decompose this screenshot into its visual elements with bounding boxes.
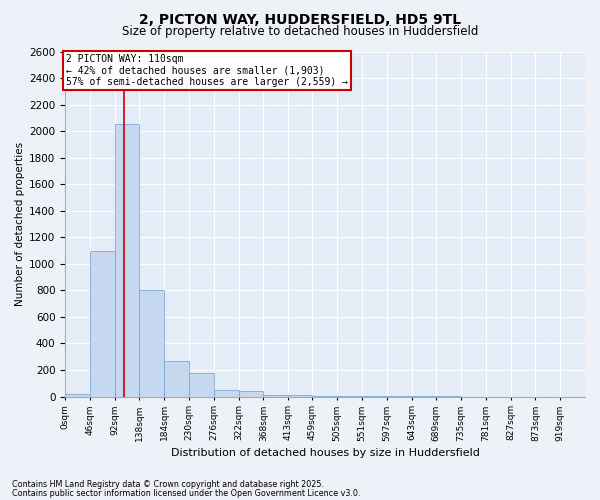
Text: 2 PICTON WAY: 110sqm
← 42% of detached houses are smaller (1,903)
57% of semi-de: 2 PICTON WAY: 110sqm ← 42% of detached h… — [66, 54, 348, 88]
Bar — [65, 394, 90, 396]
Text: 2, PICTON WAY, HUDDERSFIELD, HD5 9TL: 2, PICTON WAY, HUDDERSFIELD, HD5 9TL — [139, 12, 461, 26]
Bar — [90, 250, 115, 396]
Bar — [139, 290, 164, 397]
Bar — [263, 394, 287, 396]
Bar — [164, 360, 189, 396]
Bar — [239, 390, 263, 396]
Bar — [189, 372, 214, 396]
Text: Contains public sector information licensed under the Open Government Licence v3: Contains public sector information licen… — [12, 488, 361, 498]
Y-axis label: Number of detached properties: Number of detached properties — [15, 142, 25, 306]
Bar — [214, 390, 239, 396]
Text: Contains HM Land Registry data © Crown copyright and database right 2025.: Contains HM Land Registry data © Crown c… — [12, 480, 324, 489]
X-axis label: Distribution of detached houses by size in Huddersfield: Distribution of detached houses by size … — [170, 448, 479, 458]
Bar — [115, 124, 139, 396]
Text: Size of property relative to detached houses in Huddersfield: Size of property relative to detached ho… — [122, 25, 478, 38]
